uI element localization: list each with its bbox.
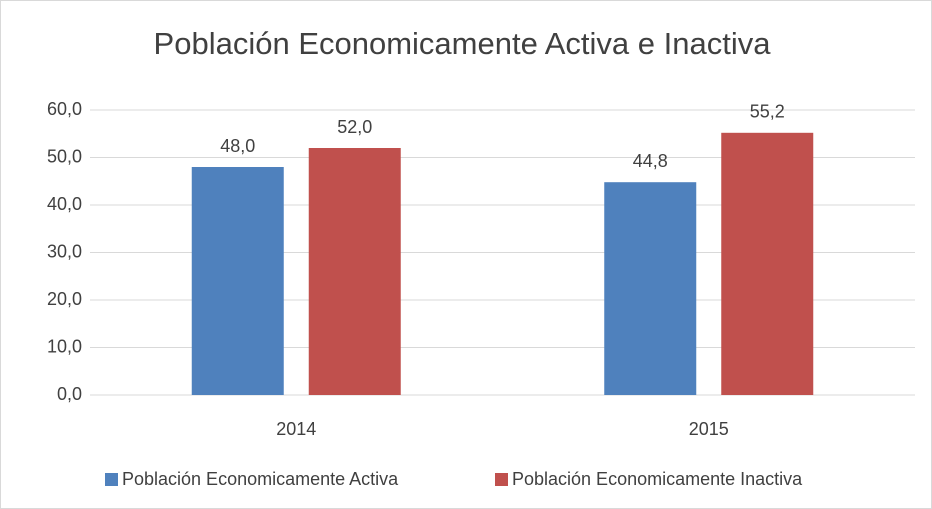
bar	[191, 167, 284, 395]
data-label: 55,2	[750, 102, 785, 122]
data-label: 44,8	[633, 151, 668, 171]
data-label: 52,0	[337, 117, 372, 137]
bar	[604, 182, 697, 395]
y-tick-label: 0,0	[57, 384, 82, 404]
x-tick-label: 2014	[276, 419, 316, 439]
legend-swatch	[495, 473, 508, 486]
legend-label: Población Economicamente Inactiva	[512, 469, 803, 489]
legend-label: Población Economicamente Activa	[122, 469, 399, 489]
y-tick-label: 40,0	[47, 194, 82, 214]
chart-title: Población Economicamente Activa e Inacti…	[154, 26, 772, 61]
data-label: 48,0	[220, 136, 255, 156]
legend-swatch	[105, 473, 118, 486]
y-tick-label: 60,0	[47, 99, 82, 119]
y-tick-label: 50,0	[47, 146, 82, 166]
bar	[308, 148, 401, 395]
y-tick-label: 20,0	[47, 289, 82, 309]
y-tick-label: 10,0	[47, 336, 82, 356]
y-tick-label: 30,0	[47, 241, 82, 261]
bar	[721, 132, 814, 396]
x-tick-label: 2015	[689, 419, 729, 439]
